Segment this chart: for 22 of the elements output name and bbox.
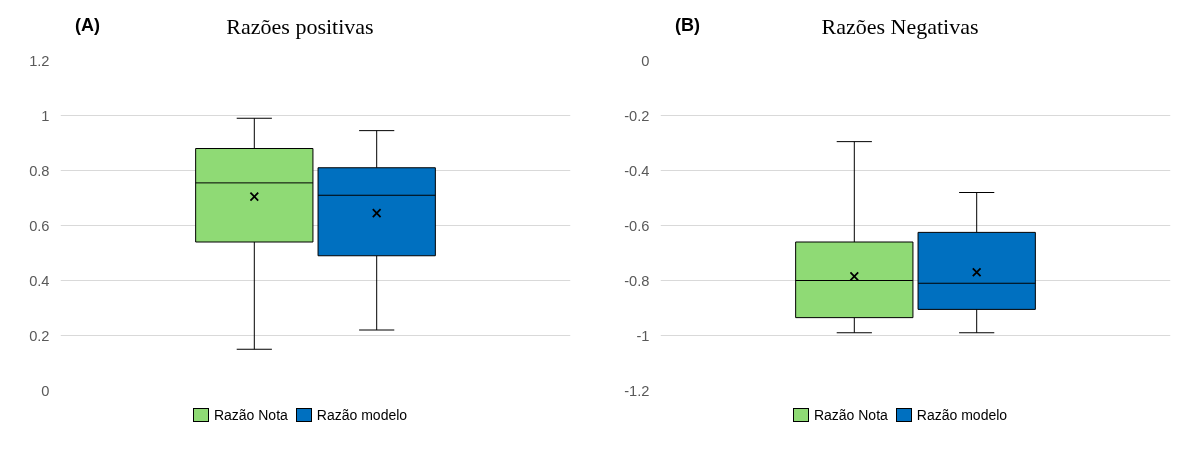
legend-label: Razão Nota xyxy=(812,406,888,425)
y-tick-label: 1 xyxy=(41,107,50,124)
y-tick-label: 1.2 xyxy=(29,52,50,69)
y-tick-label: 0 xyxy=(641,52,650,69)
y-tick-label: -1.2 xyxy=(624,382,650,399)
y-tick-label: -0.4 xyxy=(624,162,650,179)
y-tick-label: -0.6 xyxy=(624,217,650,234)
text: (B) xyxy=(675,14,700,37)
y-tick-label: 0.4 xyxy=(29,272,50,289)
chart-title: Razões positivas xyxy=(226,14,374,39)
text: (A) xyxy=(75,14,100,37)
y-tick-label: 0.8 xyxy=(29,162,50,179)
y-tick-label: 0.6 xyxy=(29,217,50,234)
y-tick-label: -0.8 xyxy=(624,272,650,289)
y-tick-label: -1 xyxy=(636,327,650,344)
chart-title: Razões Negativas xyxy=(821,14,979,39)
legend-label: Razão modelo xyxy=(915,406,1008,425)
legend-label: Razão Nota xyxy=(212,406,288,425)
legend-label: Razão modelo xyxy=(315,406,408,425)
y-tick-label: 0 xyxy=(41,382,50,399)
y-tick-label: 0.2 xyxy=(29,327,50,344)
y-tick-label: -0.2 xyxy=(624,107,650,124)
